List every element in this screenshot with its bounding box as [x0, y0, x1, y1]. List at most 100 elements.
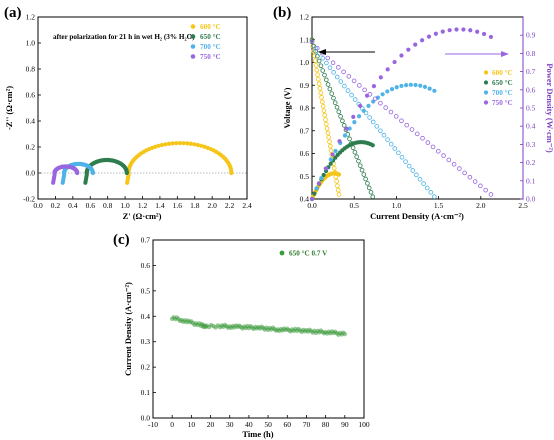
panel-a-legend-label: 600 °C [200, 23, 221, 31]
panel-a-legend-marker [190, 24, 196, 29]
panel-a-point [202, 144, 207, 149]
panel-a-point [188, 141, 193, 146]
panel-b-voltage-point [340, 118, 345, 124]
panel-b-voltage-point [457, 166, 462, 171]
panel-b-voltage-point [388, 109, 394, 115]
panel-b-voltage-point [462, 170, 467, 176]
panel-b-power-point [420, 38, 425, 43]
panel-b-y-tick-label: 1.1 [300, 35, 310, 44]
panel-b-y-tick-label: 0.9 [300, 81, 310, 90]
panel-b-voltage-point [349, 92, 354, 98]
panel-b-voltage-point [467, 174, 473, 180]
panel-b-power-point [380, 92, 385, 97]
panel-a-x-tick-label: 2.0 [207, 201, 217, 210]
panel-b-voltage-point [324, 60, 329, 66]
panel-b-voltage-point [319, 95, 324, 100]
panel-b-voltage-point [324, 126, 330, 131]
panel-a-legend-marker [190, 54, 196, 59]
panel-b-y-tick-label: 0.6 [300, 149, 310, 158]
panel-b-power-point [385, 67, 390, 72]
panel-b-voltage-point [327, 86, 333, 92]
panel-b-voltage-point [316, 58, 322, 64]
panel-b-power-point [316, 181, 321, 186]
panel-a-x-tick-label: 2.2 [225, 201, 235, 210]
panel-b-power-point [413, 42, 418, 47]
panel-b-legend-marker [483, 90, 489, 95]
panel-b-voltage-point [367, 115, 372, 120]
panel-b-power-point [356, 114, 362, 119]
panel-b-voltage-point [318, 90, 324, 96]
panel-b-voltage-point [335, 187, 341, 193]
panel-c-x-tick-label: 30 [226, 420, 234, 429]
panel-c-x-tick-label: 60 [284, 420, 292, 429]
panel-b-power-point [366, 103, 371, 109]
panel-b-voltage-point [399, 118, 404, 124]
panel-b-power-point [371, 99, 376, 104]
panel-b-voltage-point [378, 128, 383, 134]
panel-c-x-axis-label: Time (h) [242, 429, 273, 439]
panel-b-legend-marker [483, 100, 489, 105]
panel-b-voltage-point [432, 194, 437, 200]
panel-b-voltage-point [336, 192, 342, 197]
panel-b-voltage-point [335, 183, 340, 189]
panel-b-voltage-point [428, 190, 434, 195]
panel-c-label: (c) [113, 232, 130, 248]
panel-b-power-point [475, 29, 480, 34]
panel-b-voltage-point [385, 137, 390, 142]
panel-b-legend-marker [483, 80, 489, 85]
panel-a-point [51, 180, 56, 185]
panel-b-voltage-point [406, 163, 412, 169]
panel-a-x-tick-label: 0.8 [103, 201, 113, 210]
panel-b-series-3 [309, 27, 494, 202]
panel-b-voltage-point [472, 179, 478, 184]
panel-b-y-tick-label: 0.8 [300, 104, 310, 113]
panel-b-power-point [461, 27, 466, 32]
panel-b-voltage-point [314, 67, 320, 73]
panel-b-voltage-point [323, 117, 328, 122]
panel-b-legend-marker [483, 70, 489, 75]
panel-b-voltage-point [359, 167, 365, 173]
panel-b-legend-label: 600 °C [492, 69, 513, 77]
panel-b-voltage-point [323, 121, 329, 127]
panel-b-power-point [392, 59, 397, 65]
panel-b-voltage-point [446, 157, 452, 163]
panel-b-voltage-point [314, 45, 320, 51]
panel-b-power-point [418, 83, 423, 88]
panel-b-voltage-point [331, 70, 336, 75]
panel-b-power-point [447, 28, 452, 33]
panel-b-voltage-point [327, 139, 332, 145]
panel-b-voltage-point [327, 65, 333, 71]
arrow-left-head-icon [318, 49, 326, 55]
panel-b-voltage-point [321, 108, 327, 114]
panel-c-y-tick-label: 0.2 [141, 363, 151, 372]
panel-b-y2-tick-label: 0.8 [526, 49, 536, 58]
panel-a-legend-marker [190, 44, 196, 49]
panel-a-series-3 [51, 164, 80, 185]
panel-b-voltage-point [392, 146, 398, 151]
panel-a-y-tick-label: 0.0 [26, 169, 36, 178]
panel-c-x-tick-label: 80 [322, 420, 330, 429]
panel-c-x-tick-label: 70 [303, 420, 311, 429]
panel-b-legend-label: 750 °C [492, 99, 513, 107]
panel-a-point [159, 142, 165, 148]
panel-b-power-point [413, 82, 418, 88]
panel-a-y-tick-label: 1.0 [26, 39, 36, 48]
panel-b-label: (b) [273, 5, 291, 21]
panel-a-x-tick-label: 1.2 [138, 201, 148, 210]
panel-b-power-point [323, 166, 328, 171]
panel-a-x-tick-label: 0.4 [68, 201, 78, 210]
panel-b-power-point [432, 88, 437, 93]
panel-b-voltage-point [357, 83, 362, 88]
panel-b-voltage-point [357, 163, 363, 168]
panel-b-power-point [351, 114, 356, 120]
panel-b-voltage-point [318, 63, 324, 69]
panel-b-power-point [344, 126, 349, 131]
arrow-right-head-icon [501, 51, 509, 57]
panel-a-x-tick-label: 0.0 [33, 201, 43, 210]
panel-b-x-tick-label: 2.0 [476, 201, 486, 210]
panel-b-power-point [333, 148, 338, 154]
panel-c-point [342, 331, 348, 337]
panel-b-power-point [454, 27, 459, 32]
panel-b-power-point [408, 82, 413, 87]
